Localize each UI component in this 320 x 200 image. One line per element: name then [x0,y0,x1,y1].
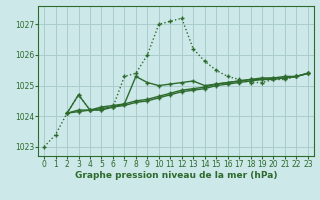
X-axis label: Graphe pression niveau de la mer (hPa): Graphe pression niveau de la mer (hPa) [75,171,277,180]
